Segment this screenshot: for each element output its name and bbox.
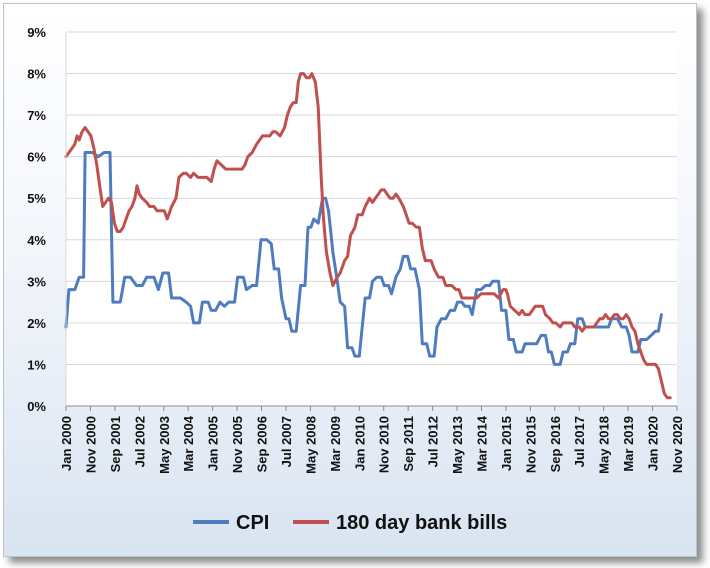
- x-tick-label: Jan 2020: [646, 416, 661, 471]
- x-tick-label: Mar 2009: [328, 416, 343, 472]
- legend-label: 180 day bank bills: [336, 512, 507, 534]
- y-tick-label: 8%: [27, 67, 46, 82]
- x-tick-label: Jul 2012: [426, 416, 441, 467]
- x-tick-label: Jan 2005: [206, 416, 221, 471]
- x-tick-label: Jan 2010: [352, 416, 367, 471]
- gridlines-layer: [66, 31, 677, 365]
- y-tick-label: 9%: [27, 25, 46, 40]
- y-axis-ticks: 0% 1% 2% 3% 4% 5% 6% 7% 8% 9%: [27, 25, 46, 414]
- y-tick-label: 6%: [27, 150, 46, 165]
- x-tick-label: Nov 2010: [377, 416, 392, 473]
- x-tick-label: Mar 2019: [621, 416, 636, 472]
- x-tick-label: Sep 2011: [401, 416, 416, 472]
- y-tick-label: 7%: [27, 108, 46, 123]
- series-layer: [64, 72, 672, 400]
- y-tick-label: 0%: [27, 399, 46, 414]
- legend-label: CPI: [236, 512, 269, 534]
- legend: CPI 180 day bank bills: [193, 512, 507, 534]
- x-tick-label: Jul 2002: [132, 416, 147, 467]
- x-tick-label: Nov 2020: [670, 416, 685, 473]
- x-tick-label: May 2008: [303, 416, 318, 474]
- x-tick-label: Sep 2006: [255, 416, 270, 472]
- x-tick-label: Nov 2015: [523, 416, 538, 473]
- x-tick-label: May 2003: [157, 416, 172, 474]
- plot-area: [66, 32, 677, 406]
- y-tick-label: 4%: [27, 233, 46, 248]
- x-tick-label: May 2018: [597, 416, 612, 474]
- axes: [65, 32, 677, 407]
- x-tick-label: Jan 2015: [499, 416, 514, 471]
- y-tick-label: 5%: [27, 191, 46, 206]
- series-line-cpi: [64, 151, 663, 366]
- x-tick-label: Mar 2004: [181, 415, 196, 471]
- x-tick-label: Mar 2014: [474, 415, 489, 471]
- x-tick-label: May 2013: [450, 416, 465, 474]
- x-tick-label: Jul 2007: [279, 416, 294, 467]
- y-tick-label: 1%: [27, 357, 46, 372]
- x-tick-label: Sep 2001: [108, 416, 123, 472]
- x-tick-label: Nov 2005: [230, 416, 245, 473]
- y-tick-label: 2%: [27, 316, 46, 331]
- x-tick-label: Jan 2000: [59, 416, 74, 471]
- y-tick-label: 3%: [27, 274, 46, 289]
- x-axis-ticks: Jan 2000 Nov 2000 Sep 2001 Jul 2002 May 2003…: [59, 406, 685, 474]
- x-tick-label: Jul 2017: [572, 416, 587, 467]
- x-tick-label: Nov 2000: [83, 416, 98, 473]
- x-tick-label: Sep 2016: [548, 416, 563, 472]
- series-line-180-day-bank-bills: [64, 72, 672, 400]
